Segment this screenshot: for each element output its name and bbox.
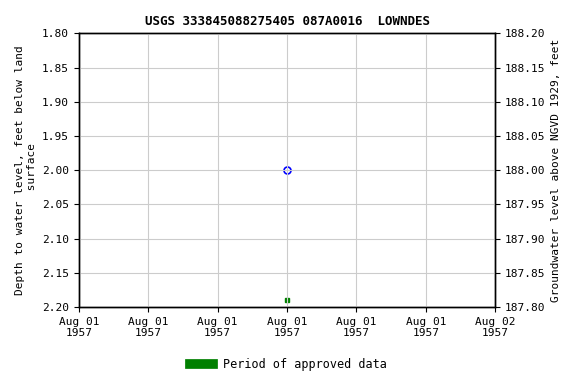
Y-axis label: Depth to water level, feet below land
 surface: Depth to water level, feet below land su… [15, 45, 37, 295]
Y-axis label: Groundwater level above NGVD 1929, feet: Groundwater level above NGVD 1929, feet [551, 38, 561, 302]
Legend: Period of approved data: Period of approved data [185, 354, 391, 376]
Title: USGS 333845088275405 087A0016  LOWNDES: USGS 333845088275405 087A0016 LOWNDES [145, 15, 430, 28]
